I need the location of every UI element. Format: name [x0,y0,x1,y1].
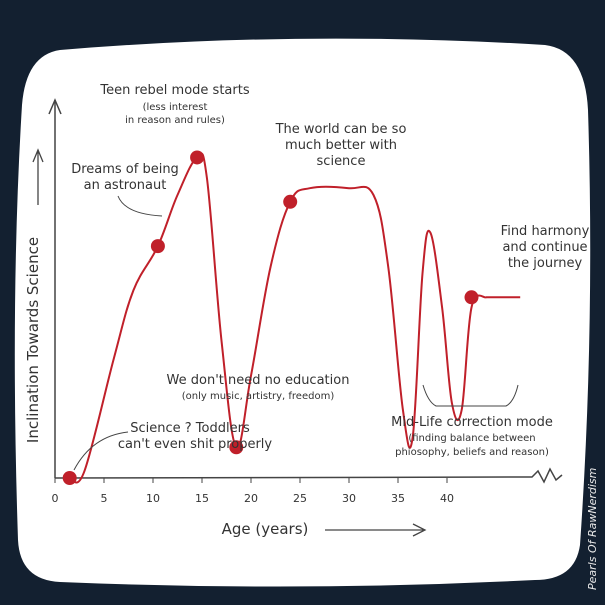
toddler-connector [73,431,129,471]
x-tick-label: 35 [391,492,405,505]
education-annotation-sub: (only music, artistry, freedom) [182,391,335,402]
midlife-annotation-sub2: phiosophy, beliefs and reason) [395,447,549,458]
teen-annotation-sub2: in reason and rules) [125,115,225,126]
x-tick-label: 5 [101,492,108,505]
credit-text: Pearls Of RawNerdism [586,468,599,590]
toddler-annotation-1: Science ? Toddlers [130,421,250,436]
y-axis-title-arrow [32,148,44,205]
education-annotation-main: We don't need no education [167,373,350,388]
toddler-annotation-2: can't even shit properly [118,437,273,452]
x-axis-title-arrow [325,523,427,537]
harmony-annotation-1: Find harmony [501,224,590,239]
axes [48,98,563,484]
series-line [68,152,521,484]
x-tick-label: 30 [342,492,356,505]
data-point [150,239,165,254]
x-tick-label: 10 [146,492,160,505]
world-annotation-1: The world can be so [275,122,407,137]
annotations: Teen rebel mode starts (less interest in… [71,83,589,458]
x-tick-label: 25 [293,492,307,505]
teen-annotation-sub1: (less interest [143,102,208,113]
x-tick-label: 20 [244,492,258,505]
astro-annotation-1: Dreams of being [71,162,179,177]
data-points [62,150,479,485]
data-point [190,150,205,165]
midlife-annotation-main: Mid-Life correction mode [391,415,553,430]
data-point [283,194,298,209]
x-tick-label: 40 [440,492,454,505]
x-axis [54,467,563,484]
world-annotation-2: much better with [285,138,397,153]
x-axis-title: Age (years) [222,520,309,538]
y-axis-arrow [48,98,62,115]
data-point [229,440,244,455]
astro-connector [117,195,163,217]
teen-annotation-main: Teen rebel mode starts [99,83,249,98]
x-tick-label: 0 [52,492,59,505]
data-point [464,290,479,305]
harmony-annotation-2: and continue [502,240,587,255]
midlife-annotation-sub1: (finding balance between [408,433,535,444]
harmony-annotation-3: the journey [508,256,583,271]
data-point [62,471,77,485]
world-annotation-3: science [317,154,366,169]
x-tick-label: 15 [195,492,209,505]
chart-card [14,38,591,587]
astro-annotation-2: an astronaut [84,178,167,193]
midlife-bracket [422,384,519,407]
x-ticks: 0 5 10 15 20 25 30 35 40 [52,478,454,505]
annotation-connectors [73,195,519,471]
y-axis-title: Inclination Towards Science [24,237,42,443]
